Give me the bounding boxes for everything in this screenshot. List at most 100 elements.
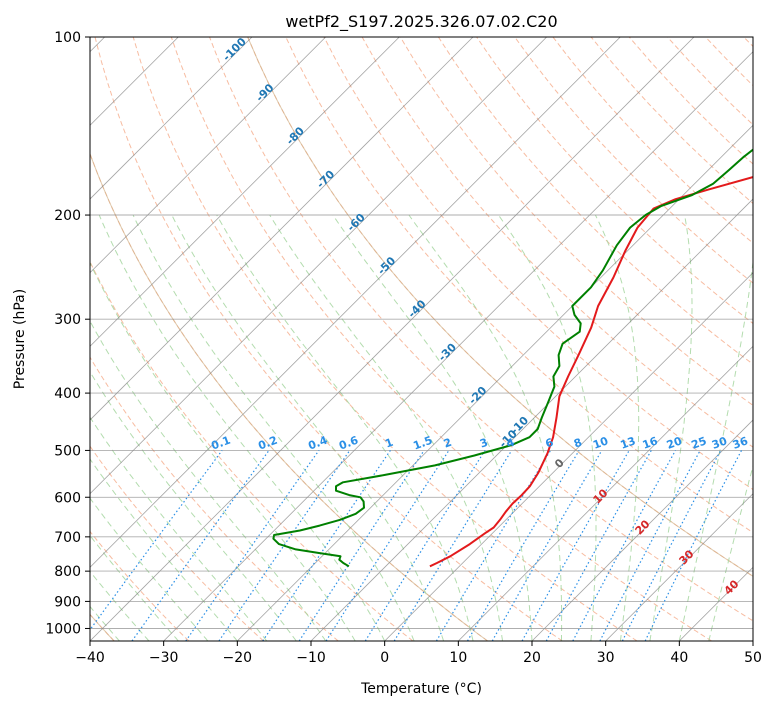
dry-adiabat-line [94,37,563,641]
y-tick-label: 100 [54,30,81,46]
y-tick-label: 1000 [45,621,81,637]
dry-adiabat-line [514,37,753,284]
dry-adiabat-line [323,37,753,491]
isotherm-line [384,272,753,641]
mixing-ratio-line [131,450,270,641]
x-tick-label: −20 [223,650,253,666]
isotherm-line [605,493,753,641]
mixing-ratio-line [185,450,320,641]
mixing-ratio-label: 0.6 [337,434,360,453]
y-axis-label: Pressure (hPa) [12,289,28,389]
mixing-ratio-line [521,450,630,641]
x-tick-label: 50 [744,650,762,666]
isotherm-line [237,124,753,641]
moist-adiabat-line [90,261,356,641]
mixing-ratio-label: 10 [591,434,610,452]
moist-adiabat-line [408,214,563,641]
x-tick-label: −30 [149,650,179,666]
dry-adiabat-line [90,152,488,641]
mixing-ratio-line [545,450,652,641]
isotherm-line [90,37,326,274]
x-axis-label: Temperature (°C) [360,681,482,697]
isotherm-line [90,37,253,200]
mixing-ratio-line [572,450,677,641]
temperature-profile-line [429,176,753,568]
isotherm-line [90,37,695,641]
mixing-ratio-label: 30 [710,434,729,452]
moist-adiabat-line [90,497,209,641]
isotherm-line [458,345,753,641]
mixing-ratio-label: 1.5 [412,434,435,453]
mixing-ratio-line [325,450,450,641]
mixing-ratio-line [262,450,391,641]
x-tick-label: 40 [670,650,688,666]
dry-adiabat-line [132,37,638,641]
plot-frame [89,36,754,642]
mixing-ratio-label: 4 [505,436,517,451]
isotherm-line [531,419,753,641]
x-tick-label: 0 [380,650,389,666]
y-tick-label: 500 [54,443,81,459]
y-tick-label: 400 [54,386,81,402]
mixing-ratio-label: 13 [619,434,638,451]
mixing-ratio-label: 6 [544,436,556,451]
moist-adiabat-line [649,214,693,641]
y-tick-label: 800 [54,564,81,580]
moist-adiabat-line [90,370,297,641]
isotherm-line [163,51,753,641]
dry-adiabat-line [399,37,753,407]
isotherm-line [90,37,621,568]
moist-adiabat-line [90,458,238,641]
x-tick-label: 10 [449,650,467,666]
y-tick-label: 700 [54,530,81,546]
mixing-ratio-label: 20 [665,434,684,452]
x-tick-label: −40 [75,650,105,666]
mixing-ratio-label: 8 [572,436,584,451]
mixing-ratio-line [621,450,722,641]
mixing-ratio-line [218,450,351,641]
dry-adiabat-line [90,445,264,641]
mixing-ratio-line [644,450,743,641]
mixing-ratio-label: 16 [641,434,660,452]
mixing-ratio-label: 1 [383,436,395,451]
mixing-ratio-line [393,450,513,641]
mixing-ratio-label: 2 [442,436,454,451]
axes-ticks: −40 −30 −20 −10 0 10 20 30 40 5010020030040050060… [45,30,762,666]
mixing-ratio-label: 0.1 [210,434,233,453]
moist-adiabat-line [269,214,503,641]
isotherm-line [90,37,547,495]
x-tick-label: −10 [296,650,326,666]
moist-adiabat-line [332,214,533,641]
moist-adiabat-line [594,214,640,641]
y-tick-label: 600 [54,490,81,506]
background-grid [90,37,753,641]
isotherm-line [310,198,753,641]
moist-adiabat-line [90,416,268,641]
mixing-ratio-label: 25 [690,434,709,451]
moist-adiabat-line [678,258,753,641]
isotherm-line [90,37,474,421]
dry-adiabat-line [90,530,190,641]
moist-adiabat-line [98,214,386,641]
dry-adiabat-line [90,356,339,641]
moist-adiabat-line [132,214,415,641]
dewpoint-profile-line [272,148,753,568]
y-tick-label: 300 [54,312,81,328]
dry-adiabat-line [247,37,753,577]
y-tick-label: 200 [54,208,81,224]
mixing-ratio-line [298,450,425,641]
isotherm-line [90,37,400,347]
moist-adiabat-line [216,214,474,641]
x-tick-label: 30 [597,650,615,666]
sounding-series [272,148,753,568]
mixing-ratio-label: 0.4 [306,434,329,453]
dry-adiabat-line [209,37,753,622]
y-tick-label: 900 [54,594,81,610]
mixing-ratio-label: 3 [478,436,490,451]
x-tick-label: 20 [523,650,541,666]
moist-adiabat-line [90,320,327,641]
mixing-ratio-label: 36 [731,434,750,452]
mixing-ratio-label: 0.2 [256,434,279,453]
